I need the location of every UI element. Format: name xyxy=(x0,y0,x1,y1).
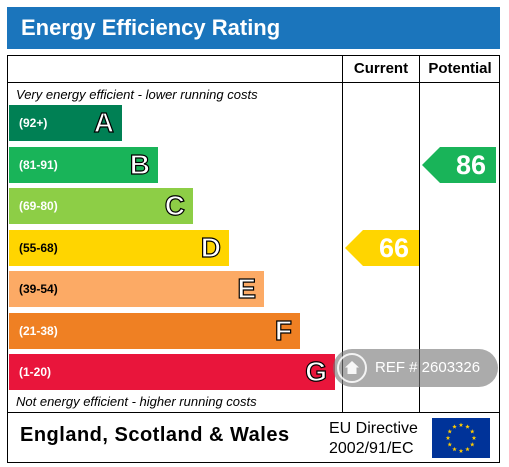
band-range-label: (55-68) xyxy=(19,241,58,255)
band-letter: C xyxy=(164,189,185,221)
rating-band-c: (69-80) C xyxy=(9,188,193,224)
potential-column-header: Potential xyxy=(428,60,492,77)
eu-star-icon xyxy=(458,422,464,427)
potential-column-divider xyxy=(419,55,420,412)
band-range-label: (92+) xyxy=(19,116,48,130)
home-icon xyxy=(337,353,367,383)
eu-directive-line1: EU Directive xyxy=(329,420,418,437)
eu-star-icon xyxy=(465,446,470,452)
band-letter: G xyxy=(305,355,328,387)
reference-watermark: REF # 2603326 xyxy=(333,349,498,387)
current-rating-arrow: 66 xyxy=(345,230,419,266)
current-rating-value: 66 xyxy=(378,233,409,263)
rating-band-f: (21-38) F xyxy=(9,313,300,349)
band-letter: D xyxy=(200,231,221,263)
header-row-divider xyxy=(7,82,500,83)
eu-star-icon xyxy=(447,429,453,434)
top-note: Very energy efficient - lower running co… xyxy=(16,87,258,102)
band-letter: B xyxy=(129,148,150,180)
band-letter: A xyxy=(93,106,114,138)
rating-band-e: (39-54) E xyxy=(9,271,264,307)
eu-star-icon xyxy=(452,424,457,429)
potential-rating-arrow: 86 xyxy=(422,147,496,183)
eu-star-icon xyxy=(458,448,464,453)
footer-country: England, Scotland & Wales xyxy=(20,424,290,446)
eu-star-icon xyxy=(469,442,475,447)
current-column-divider xyxy=(342,55,343,412)
potential-arrow-shape xyxy=(422,147,496,183)
band-range-label: (39-54) xyxy=(19,282,58,296)
current-column-header: Current xyxy=(353,60,409,77)
eu-star-icon xyxy=(452,446,457,452)
bottom-note: Not energy efficient - higher running co… xyxy=(16,394,257,409)
eu-directive-line2: 2002/91/EC xyxy=(329,440,414,457)
band-letter: F xyxy=(274,314,292,346)
band-range-label: (21-38) xyxy=(19,324,58,338)
rating-band-g: (1-20) G xyxy=(9,354,335,390)
current-arrow-shape xyxy=(345,230,419,266)
eu-flag-icon xyxy=(432,418,490,458)
footer-eu-directive: EU Directive 2002/91/EC xyxy=(329,419,418,459)
footer-row-divider xyxy=(7,412,500,413)
band-range-label: (69-80) xyxy=(19,199,58,213)
eu-star-icon xyxy=(445,435,451,440)
reference-number: REF # 2603326 xyxy=(375,359,481,376)
rating-band-d: (55-68) D xyxy=(9,230,229,266)
band-range-label: (81-91) xyxy=(19,158,58,172)
rating-band-b: (81-91) B xyxy=(9,147,158,183)
chart-title: Energy Efficiency Rating xyxy=(7,7,500,49)
rating-band-a: (92+) A xyxy=(9,105,122,141)
band-range-label: (1-20) xyxy=(19,365,52,379)
eu-star-icon xyxy=(471,435,477,440)
potential-rating-value: 86 xyxy=(455,150,486,180)
chart-frame xyxy=(7,55,500,463)
eu-star-icon xyxy=(447,442,453,447)
band-letter: E xyxy=(237,272,257,304)
eu-star-icon xyxy=(465,424,470,429)
eu-star-icon xyxy=(469,429,475,434)
